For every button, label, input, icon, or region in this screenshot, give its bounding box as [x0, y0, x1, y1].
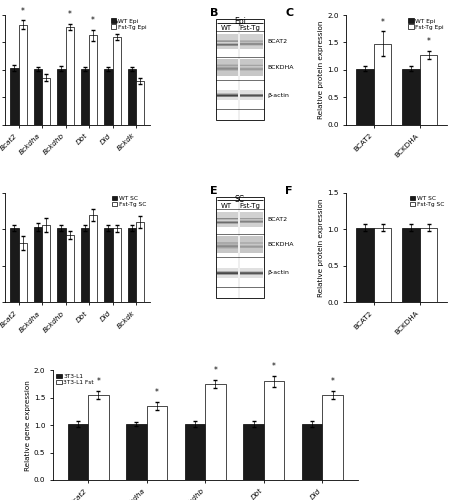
Text: C: C [285, 8, 293, 18]
Text: Fst-Tg: Fst-Tg [239, 202, 259, 208]
Legend: WT Epi, Fst-Tg Epi: WT Epi, Fst-Tg Epi [407, 18, 444, 30]
Text: E: E [209, 186, 217, 196]
Bar [18, 243, 27, 302]
Bar [18, 25, 27, 124]
Text: BCAT2: BCAT2 [267, 217, 287, 222]
Text: Epi: Epi [233, 17, 245, 26]
Text: Fst-Tg: Fst-Tg [239, 25, 259, 31]
Bar [216, 20, 263, 120]
Text: BCKDHA: BCKDHA [267, 64, 294, 70]
Bar [216, 236, 238, 254]
Text: WT: WT [220, 25, 231, 31]
Bar [216, 268, 238, 278]
Bar [128, 228, 136, 302]
Legend: 3T3-L1, 3T3-L1 Fst: 3T3-L1, 3T3-L1 Fst [56, 373, 94, 386]
Bar [104, 70, 112, 124]
Bar [355, 228, 373, 302]
Bar [216, 90, 238, 101]
Bar [322, 395, 342, 480]
Bar [216, 197, 263, 298]
Text: *: * [426, 38, 430, 46]
Bar [401, 68, 419, 124]
Y-axis label: Relative gene expression: Relative gene expression [25, 380, 31, 470]
Text: *: * [21, 7, 25, 16]
Text: *: * [96, 377, 100, 386]
Bar [355, 68, 373, 124]
Bar [89, 216, 97, 302]
Text: *: * [91, 16, 95, 26]
Bar [88, 395, 108, 480]
Legend: WT Epi, Fst-Tg Epi: WT Epi, Fst-Tg Epi [110, 18, 147, 30]
Bar [239, 34, 263, 50]
Bar [239, 212, 263, 227]
Bar [373, 44, 391, 124]
Bar [146, 406, 167, 480]
Bar [81, 68, 89, 124]
Bar [419, 55, 437, 124]
Bar [263, 382, 284, 480]
Bar [34, 227, 42, 302]
Bar [216, 58, 238, 76]
Bar [239, 236, 263, 254]
Bar [42, 225, 50, 302]
Text: *: * [380, 18, 384, 27]
Bar [112, 37, 120, 124]
Bar [419, 228, 437, 302]
Bar [68, 424, 88, 480]
Text: *: * [115, 20, 118, 30]
Bar [89, 36, 97, 124]
Bar [10, 228, 18, 302]
Text: F: F [285, 186, 292, 196]
Bar [136, 222, 144, 302]
Bar [184, 424, 205, 480]
Text: WT: WT [220, 202, 231, 208]
Bar [34, 70, 42, 124]
Bar [104, 228, 112, 302]
Text: SC: SC [234, 195, 244, 204]
Bar [81, 228, 89, 302]
Bar [128, 68, 136, 124]
Bar [239, 58, 263, 76]
Bar [205, 384, 225, 480]
Bar [401, 228, 419, 302]
Bar [57, 228, 65, 302]
Y-axis label: Relative protein expression: Relative protein expression [318, 20, 324, 119]
Bar [57, 68, 65, 124]
Text: β-actin: β-actin [267, 92, 289, 98]
Text: *: * [330, 377, 334, 386]
Legend: WT SC, Fst-Tg SC: WT SC, Fst-Tg SC [408, 196, 444, 208]
Bar [239, 268, 263, 278]
Text: BCKDHA: BCKDHA [267, 242, 294, 248]
Text: *: * [155, 388, 158, 397]
Text: BCAT2: BCAT2 [267, 40, 287, 44]
Bar [136, 81, 144, 124]
Bar [216, 34, 238, 50]
Text: B: B [209, 8, 218, 18]
Text: *: * [68, 10, 71, 20]
Text: β-actin: β-actin [267, 270, 289, 275]
Bar [243, 424, 263, 480]
Bar [301, 424, 322, 480]
Legend: WT SC, Fst-Tg SC: WT SC, Fst-Tg SC [111, 196, 147, 208]
Bar [126, 424, 146, 480]
Bar [10, 68, 18, 124]
Y-axis label: Relative protein expression: Relative protein expression [318, 198, 324, 296]
Bar [65, 235, 74, 302]
Bar [112, 228, 120, 302]
Text: *: * [213, 366, 217, 376]
Bar [65, 27, 74, 124]
Text: *: * [272, 362, 276, 372]
Bar [373, 228, 391, 302]
Bar [42, 78, 50, 124]
Bar [216, 212, 238, 227]
Bar [239, 90, 263, 101]
